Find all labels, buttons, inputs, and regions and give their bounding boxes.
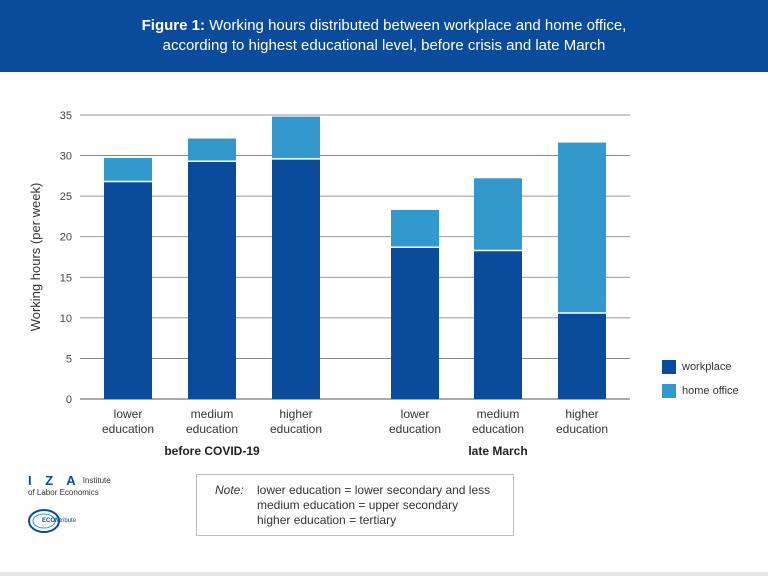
iza-institute-text: Institute xyxy=(82,476,111,485)
y-tick-label: 30 xyxy=(60,151,72,163)
y-axis-label: Working hours (per week) xyxy=(28,183,43,332)
x-category-label: education xyxy=(186,422,238,436)
legend-label-home-office: home office xyxy=(682,385,739,397)
bar-home-office xyxy=(188,138,236,162)
legend-swatch-home-office xyxy=(662,384,676,398)
x-category-label: education xyxy=(556,422,608,436)
econtribute-ring-icon xyxy=(28,509,60,533)
y-tick-label: 10 xyxy=(60,313,72,325)
econtribute-text: ECONtribute xyxy=(42,518,77,524)
legend-item-home-office: home office xyxy=(662,384,739,398)
y-tick-label: 5 xyxy=(66,353,72,365)
stacked-bar-chart: 0 5 10 15 20 25 30 35 Working hours (per week) lo… xyxy=(28,110,630,458)
note-label: Note: xyxy=(215,483,244,497)
bottom-rule xyxy=(0,572,768,576)
figure-title-banner: Figure 1: Working hours distributed betw… xyxy=(0,0,768,72)
iza-logo: I Z A Institute of Labor Economics xyxy=(28,473,111,498)
y-tick-label: 20 xyxy=(60,232,72,244)
x-category-label: higher xyxy=(565,407,598,421)
bar-home-office xyxy=(104,158,152,182)
legend-item-workplace: workplace xyxy=(662,360,739,374)
bar-workplace xyxy=(558,312,606,399)
note-line-1: lower education = lower secondary and le… xyxy=(257,483,491,497)
note-lines: lower education = lower secondary and le… xyxy=(257,483,490,528)
bar-home-office xyxy=(558,142,606,313)
note-line-2: medium education = upper secondary xyxy=(257,498,459,512)
bar-home-office xyxy=(272,116,320,159)
title-text-1: Working hours distributed between workpl… xyxy=(209,17,627,34)
y-tick-label: 35 xyxy=(60,110,72,122)
bar-home-office xyxy=(474,178,522,251)
figure-label: Figure 1: xyxy=(141,17,205,34)
x-category-label: higher xyxy=(279,407,312,421)
x-category-label: lower xyxy=(114,407,143,421)
x-category-label: education xyxy=(472,422,524,436)
x-category-label: medium xyxy=(191,407,234,421)
bar-home-office xyxy=(391,209,439,248)
bar-workplace xyxy=(104,181,152,399)
note-box: Note: lower education = lower secondary … xyxy=(196,474,514,536)
econtribute-logo: ECONtribute xyxy=(26,506,76,541)
note-line-3: higher education = tertiary xyxy=(257,513,397,527)
legend-swatch-workplace xyxy=(662,360,676,374)
y-tick-label: 15 xyxy=(60,272,72,284)
x-category-label: education xyxy=(389,422,441,436)
bar-workplace xyxy=(391,247,439,399)
y-tick-label: 25 xyxy=(60,191,72,203)
x-group-label: before COVID-19 xyxy=(164,444,260,458)
legend: workplace home office xyxy=(662,360,739,408)
iza-subtitle: of Labor Economics xyxy=(28,488,99,497)
title-line-1: Figure 1: Working hours distributed betw… xyxy=(0,16,768,36)
x-category-label: education xyxy=(102,422,154,436)
bar-workplace xyxy=(474,250,522,399)
y-tick-label: 0 xyxy=(66,394,72,406)
title-line-2: according to highest educational level, … xyxy=(162,37,606,54)
x-category-label: lower xyxy=(401,407,430,421)
x-category-label: medium xyxy=(477,407,520,421)
x-category-label: education xyxy=(270,422,322,436)
x-group-label: late March xyxy=(468,444,527,458)
legend-label-workplace: workplace xyxy=(682,361,732,373)
bar-workplace xyxy=(188,161,236,399)
iza-letters: I Z A xyxy=(28,473,81,488)
bar-workplace xyxy=(272,158,320,399)
